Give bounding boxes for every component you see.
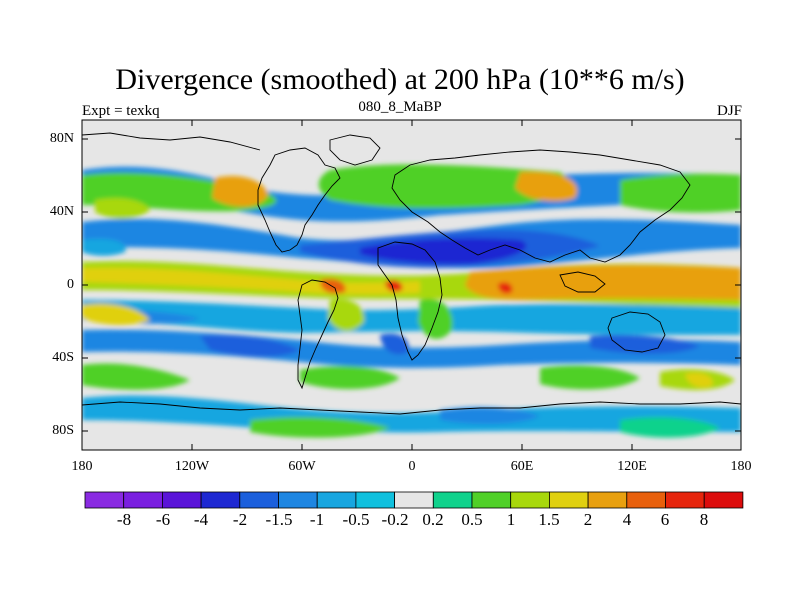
- x-tick-label: 180: [71, 459, 93, 474]
- field-patch-s20-pos-2: [328, 299, 365, 331]
- x-tick-label: 60E: [510, 459, 534, 474]
- colorbar-label: -0.5: [342, 510, 370, 529]
- colorbar-box: [355, 491, 395, 509]
- colorbar-box: [123, 491, 163, 509]
- field-band-s65-neg: [82, 395, 741, 433]
- field-band-s35-core-2: [380, 333, 409, 355]
- coastline-greenland: [329, 134, 381, 166]
- field-peak-3: [385, 280, 403, 292]
- colorbar-box: [200, 491, 241, 509]
- coastline-antarctica: [82, 401, 741, 415]
- colorbar-label: 8: [699, 510, 709, 529]
- colorbar-box: [278, 491, 318, 509]
- field-band-s65-strong: [440, 407, 540, 425]
- coastline-australia: [607, 311, 666, 353]
- colorbar-box: [587, 491, 628, 509]
- field-patch-pos-5: [95, 198, 150, 219]
- colorbar-label: -0.2: [381, 510, 409, 529]
- experiment-label: Expt = texkq: [82, 103, 160, 119]
- field-patch-s45-pos-1: [82, 363, 190, 390]
- x-tick-label: 180: [730, 459, 752, 474]
- coastline-indonesia: [559, 271, 606, 293]
- colorbar-label: 0.5: [461, 510, 483, 529]
- coastline-south-america: [297, 279, 339, 390]
- colorbar-label: -2: [232, 510, 248, 529]
- field-band-s65-pos: [250, 417, 390, 438]
- colorbar-box: [84, 491, 125, 509]
- y-tick-label: 0: [67, 277, 74, 292]
- colorbar-label: 6: [660, 510, 670, 529]
- colorbar-label: 0.2: [422, 510, 444, 529]
- field-patch-pos-4: [620, 173, 741, 213]
- coastlines: [82, 132, 741, 415]
- field-patch-neg-1: [82, 238, 126, 256]
- field-patch-pos-2: [318, 164, 568, 209]
- x-tick-label: 60W: [288, 459, 316, 474]
- colorbar-box: [161, 491, 202, 509]
- field-band-n20-max: [360, 238, 527, 265]
- colorbar-box: [239, 491, 279, 509]
- colorbar-box: [626, 491, 666, 509]
- field-band-s15-neg: [82, 300, 741, 335]
- colorbar-box: [394, 491, 434, 509]
- colorbar-label: -6: [155, 510, 171, 529]
- colorbar-box: [549, 491, 589, 509]
- colorbar-box: [703, 491, 744, 509]
- field-patch-s45-pos-2: [300, 365, 400, 390]
- field-patch-s45-pos-5: [685, 372, 713, 388]
- colorbar-box: [510, 491, 550, 509]
- colorbar-box: [432, 491, 473, 509]
- colorbar-label: -1: [309, 510, 325, 529]
- colorbar-label: -8: [116, 510, 132, 529]
- x-tick-label: 120W: [174, 459, 210, 474]
- colorbar-label: -1.5: [265, 510, 293, 529]
- coastline-africa: [377, 241, 443, 361]
- colorbar-box: [665, 491, 705, 509]
- colorbar-label: -4: [193, 510, 209, 529]
- field-patch-pos-1: [212, 175, 268, 207]
- coastline-north-america: [257, 147, 341, 253]
- field-band-s35-core-3: [590, 334, 700, 354]
- field-peak-1: [498, 282, 513, 294]
- field-patch-pos-3: [515, 171, 578, 202]
- config-label: 080_8_MaBP: [358, 99, 442, 115]
- colorbar-label: 4: [622, 510, 632, 529]
- plot-title: Divergence (smoothed) at 200 hPa (10**6 …: [115, 63, 685, 96]
- colorbar-label: 2: [583, 510, 593, 529]
- field-patch-s20-pos-1: [82, 303, 150, 326]
- coastline-arctic: [82, 132, 261, 151]
- coastline-eurasia: [391, 149, 691, 263]
- colorbar-label: 1.5: [538, 510, 560, 529]
- axis-ticks: [81, 120, 742, 450]
- y-tick-label: 40N: [49, 204, 74, 219]
- colorbar-box: [471, 491, 512, 509]
- season-label: DJF: [716, 103, 742, 119]
- field-band-s65-pos-2: [620, 417, 720, 438]
- field-patch-s45-pos-3: [540, 365, 640, 390]
- colorbar-box: [316, 491, 357, 509]
- field-band-s35-core: [200, 334, 300, 357]
- x-tick-label: 120E: [617, 459, 647, 474]
- y-tick-label: 80S: [52, 423, 74, 438]
- y-tick-label: 80N: [49, 131, 74, 146]
- x-tick-label: 0: [408, 459, 416, 474]
- colorbar-label: 1: [506, 510, 516, 529]
- y-tick-label: 40S: [52, 350, 74, 365]
